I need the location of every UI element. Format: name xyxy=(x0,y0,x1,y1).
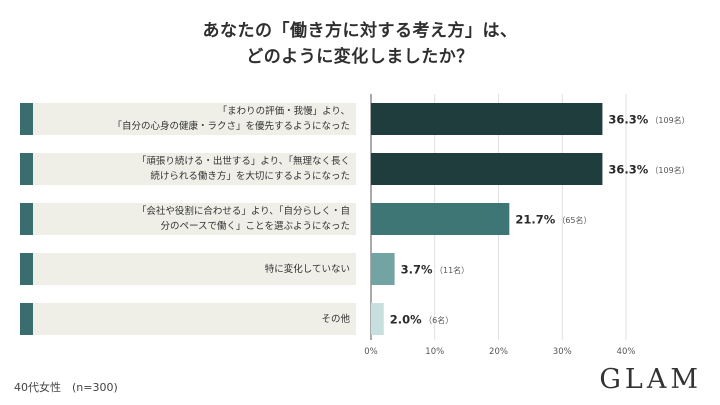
x-tick-label: 30% xyxy=(553,347,572,357)
label-accent-bar xyxy=(20,253,33,285)
category-label-box: 「頑張り続ける・出世する」より、「無理なく長く 続けられる働き方」を大切にするよ… xyxy=(20,153,356,185)
title-line-1: あなたの「働き方に対する考え方」は、 xyxy=(202,21,518,41)
count-label: （11名） xyxy=(435,265,469,275)
category-label: 「頑張り続ける・出世する」より、「無理なく長く 続けられる働き方」を大切にするよ… xyxy=(136,156,350,182)
category-label: 「会社や役割に合わせる」より、「自分らしく・自 分のペースで働く」ことを選ぶよう… xyxy=(136,206,350,232)
count-label: （109名） xyxy=(650,165,689,175)
category-label-box: 特に変化していない xyxy=(20,253,356,285)
label-accent-bar xyxy=(20,203,33,235)
value-label: 3.7% xyxy=(401,263,433,277)
label-accent-bar xyxy=(20,103,33,135)
category-label-box: その他 xyxy=(20,303,356,335)
bar xyxy=(371,153,603,185)
value-label: 36.3% xyxy=(608,113,648,127)
category-label: 特に変化していない xyxy=(264,263,350,275)
bar xyxy=(371,103,603,135)
x-tick-label: 10% xyxy=(425,347,444,357)
count-label: （109名） xyxy=(650,115,689,125)
category-label: その他 xyxy=(321,313,350,325)
value-label: 21.7% xyxy=(515,213,555,227)
glam-logo: GLAM xyxy=(599,364,702,395)
footnote: 40代女性 (n=300) xyxy=(14,381,118,394)
category-label-box: 「会社や役割に合わせる」より、「自分らしく・自 分のペースで働く」ことを選ぶよう… xyxy=(20,203,356,235)
label-accent-bar xyxy=(20,303,33,335)
x-tick-label: 20% xyxy=(489,347,508,357)
bar xyxy=(371,253,395,285)
value-label: 36.3% xyxy=(608,163,648,177)
label-accent-bar xyxy=(20,153,33,185)
bar xyxy=(371,303,384,335)
bar xyxy=(371,203,510,235)
count-label: （65名） xyxy=(557,215,591,225)
category-label-box: 「まわりの評価・我慢」より、 「自分の心身の健康・ラクさ」を優先するようになった xyxy=(20,103,356,135)
count-label: （6名） xyxy=(424,315,453,325)
title-line-2: どのように変化しましたか？ xyxy=(246,47,474,67)
value-label: 2.0% xyxy=(390,313,422,327)
chart-title: あなたの「働き方に対する考え方」は、 どのように変化しましたか？ xyxy=(0,18,720,70)
x-tick-label: 40% xyxy=(617,347,636,357)
x-tick-label: 0% xyxy=(364,347,378,357)
category-label: 「まわりの評価・我慢」より、 「自分の心身の健康・ラクさ」を優先するようになった xyxy=(112,106,350,132)
